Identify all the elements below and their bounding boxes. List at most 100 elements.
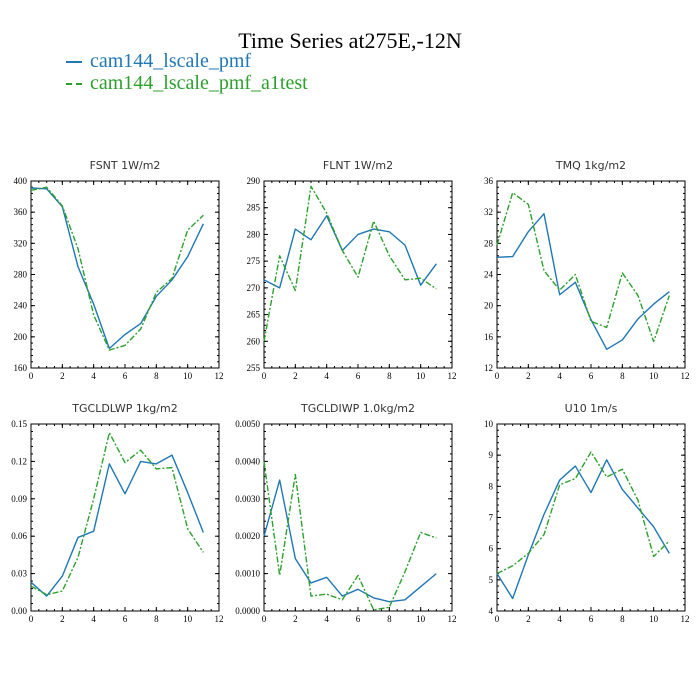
x-tick-label: 2 — [60, 371, 65, 381]
y-tick-label: 16 — [484, 332, 494, 342]
y-tick-label: 285 — [247, 203, 261, 213]
x-tick-label: 6 — [589, 614, 594, 624]
series-line-2 — [263, 185, 437, 342]
figure-title: Time Series at275E,-12N — [238, 28, 462, 53]
legend-label-series-1: cam144_lscale_pmf — [90, 50, 252, 72]
y-tick-label: 0.06 — [11, 531, 27, 541]
panel-title: FLNT 1W/m2 — [323, 159, 393, 172]
legend-swatch-series-1 — [66, 60, 82, 63]
series-line-1 — [263, 479, 437, 603]
x-tick-label: 8 — [154, 614, 159, 624]
x-tick-label: 2 — [60, 614, 65, 624]
y-tick-label: 12 — [484, 363, 493, 373]
x-tick-label: 6 — [356, 614, 361, 624]
y-tick-label: 400 — [14, 176, 28, 186]
legend-swatch-series-2 — [66, 82, 82, 85]
x-tick-label: 0 — [262, 614, 267, 624]
panel-title: TGCLDIWP 1.0kg/m2 — [300, 402, 415, 415]
x-tick-label: 8 — [620, 614, 625, 624]
y-tick-label: 10 — [484, 419, 494, 429]
y-tick-label: 0.0010 — [235, 569, 260, 579]
series-line-2 — [30, 432, 204, 596]
series-line-1 — [496, 459, 670, 600]
y-tick-label: 8 — [489, 481, 494, 491]
x-tick-label: 2 — [293, 614, 298, 624]
y-tick-label: 28 — [484, 238, 494, 248]
x-tick-label: 8 — [620, 371, 625, 381]
y-tick-label: 275 — [247, 256, 261, 266]
x-tick-label: 2 — [293, 371, 298, 381]
x-tick-label: 6 — [123, 614, 128, 624]
y-tick-label: 36 — [484, 176, 494, 186]
x-tick-label: 12 — [448, 371, 457, 381]
x-tick-label: 0 — [495, 371, 500, 381]
y-tick-label: 20 — [484, 301, 494, 311]
y-tick-label: 0.15 — [11, 419, 27, 429]
series-line-1 — [496, 213, 670, 350]
series-line-1 — [30, 454, 204, 597]
x-tick-label: 6 — [589, 371, 594, 381]
x-tick-label: 4 — [557, 614, 562, 624]
x-tick-label: 10 — [183, 614, 193, 624]
x-tick-label: 2 — [526, 614, 531, 624]
chart-panel-4: TGCLDLWP 1kg/m2 0 2 4 6 8 10 12 0.00 0.03 0.06 0.09… — [11, 402, 223, 624]
y-tick-label: 0.03 — [11, 569, 27, 579]
y-tick-label: 200 — [14, 332, 28, 342]
x-tick-label: 4 — [324, 371, 329, 381]
x-tick-label: 12 — [681, 371, 690, 381]
y-tick-label: 0.12 — [11, 456, 27, 466]
chart-panel-2: FLNT 1W/m2 0 2 4 6 8 10 12 255 260 265 270 275 280 285… — [247, 159, 457, 381]
y-tick-label: 260 — [247, 336, 261, 346]
y-tick-label: 0.0040 — [235, 456, 260, 466]
x-tick-label: 4 — [324, 614, 329, 624]
y-tick-label: 0.00 — [11, 606, 27, 616]
y-tick-label: 320 — [14, 238, 28, 248]
x-tick-label: 4 — [91, 614, 96, 624]
y-tick-label: 0.0000 — [235, 606, 260, 616]
y-tick-label: 360 — [14, 207, 28, 217]
chart-panel-6: U10 1m/s 0 2 4 6 8 10 12 4 5 6 7 8 9 10 — [484, 402, 690, 624]
y-tick-label: 160 — [14, 363, 28, 373]
y-tick-label: 265 — [247, 310, 261, 320]
y-tick-label: 0.0020 — [235, 531, 260, 541]
x-tick-label: 10 — [416, 371, 426, 381]
x-tick-label: 10 — [649, 371, 659, 381]
y-tick-label: 4 — [489, 606, 494, 616]
x-tick-label: 0 — [29, 371, 34, 381]
series-line-2 — [496, 451, 670, 575]
x-tick-label: 0 — [495, 614, 500, 624]
y-tick-label: 280 — [247, 229, 261, 239]
x-tick-label: 8 — [387, 371, 392, 381]
series-line-2 — [496, 191, 670, 343]
plot-frame — [30, 423, 220, 612]
y-tick-label: 24 — [484, 270, 494, 280]
y-tick-label: 290 — [247, 176, 261, 186]
y-tick-label: 32 — [484, 207, 493, 217]
y-tick-label: 9 — [489, 450, 494, 460]
x-tick-label: 10 — [416, 614, 426, 624]
y-tick-label: 255 — [247, 363, 261, 373]
y-tick-label: 0.09 — [11, 494, 27, 504]
plot-frame — [496, 180, 686, 369]
panel-title: FSNT 1W/m2 — [90, 159, 161, 172]
y-tick-label: 240 — [14, 301, 28, 311]
y-tick-label: 280 — [14, 270, 28, 280]
x-tick-label: 2 — [526, 371, 531, 381]
legend-entry-series-1: cam144_lscale_pmf — [66, 50, 251, 73]
panel-title: TMQ 1kg/m2 — [555, 159, 626, 172]
x-tick-label: 4 — [91, 371, 96, 381]
chart-panel-1: FSNT 1W/m2 0 2 4 6 8 10 12 160 200 240 280 320 360 400 — [14, 159, 224, 381]
series-line-2 — [30, 186, 204, 351]
y-tick-label: 7 — [489, 513, 494, 523]
y-tick-label: 270 — [247, 283, 261, 293]
chart-panel-5: TGCLDIWP 1.0kg/m2 0 2 4 6 8 10 12 0.0000 0.0010 0.… — [235, 402, 456, 624]
plot-frame — [263, 180, 453, 369]
series-line-2 — [263, 461, 437, 611]
x-tick-label: 12 — [681, 614, 690, 624]
x-tick-label: 6 — [356, 371, 361, 381]
y-tick-label: 5 — [489, 575, 494, 585]
plot-frame — [263, 423, 453, 612]
series-line-1 — [263, 215, 437, 289]
